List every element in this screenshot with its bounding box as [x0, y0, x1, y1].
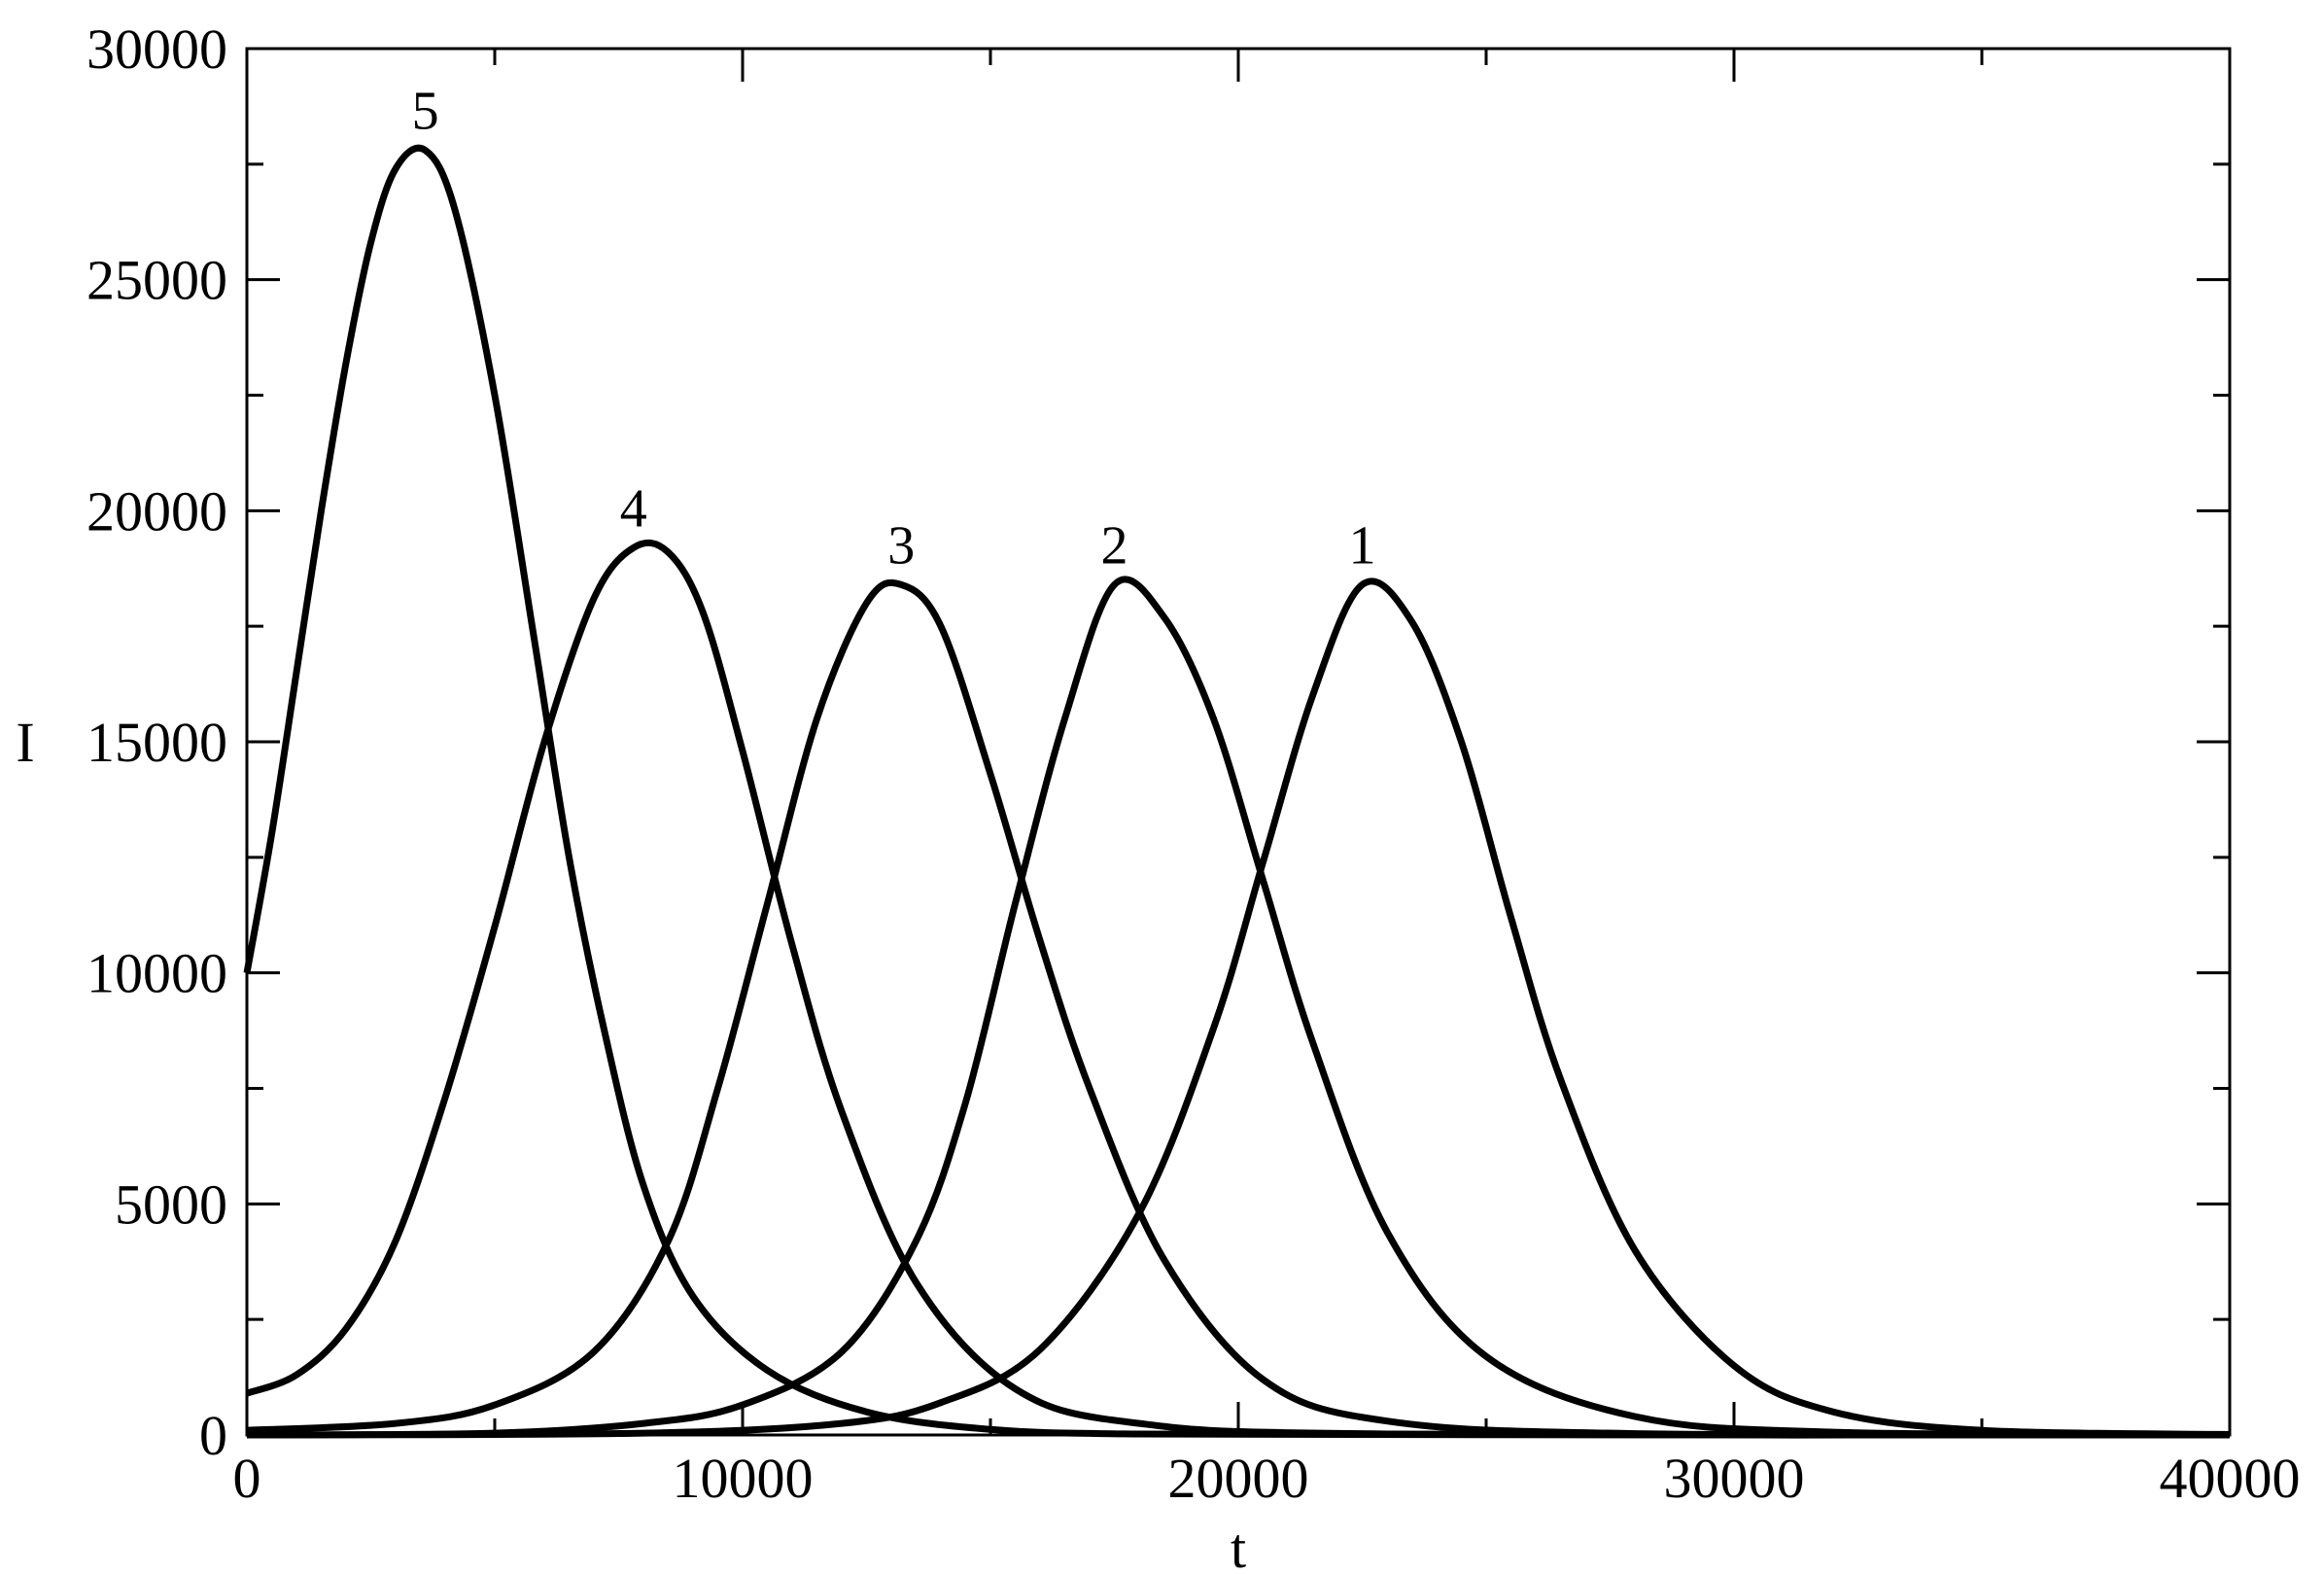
- curve-2: [246, 576, 2231, 1439]
- y-tick-label: 30000: [87, 17, 227, 81]
- x-tick-label: 10000: [673, 1447, 814, 1510]
- x-tick-label: 30000: [1664, 1447, 1805, 1510]
- axis-tick-labels: 0 10000 20000 30000 40000 0 5000 10000 15000 2000…: [87, 17, 2301, 1510]
- curve-label-4: 4: [620, 478, 647, 539]
- x-tick-label: 20000: [1168, 1447, 1309, 1510]
- curve-label-3: 3: [887, 515, 915, 576]
- x-tick-label: 0: [233, 1447, 261, 1510]
- x-axis-title: t: [1231, 1517, 1246, 1574]
- x-tick-label: 40000: [2160, 1447, 2301, 1510]
- curve-label-5: 5: [412, 82, 439, 142]
- curve-5: [243, 144, 2231, 1439]
- curve-labels: 1 2 3 4 5: [412, 82, 1376, 577]
- curve-3: [246, 578, 2231, 1439]
- y-tick-label: 15000: [87, 711, 227, 774]
- y-tick-label: 5000: [115, 1172, 227, 1236]
- curve-label-1: 1: [1349, 515, 1376, 576]
- y-tick-label: 0: [199, 1404, 227, 1467]
- y-tick-label: 25000: [87, 249, 227, 312]
- y-tick-label: 20000: [87, 479, 227, 542]
- y-axis-title: I: [16, 711, 34, 774]
- curve-label-2: 2: [1101, 515, 1128, 576]
- data-curves: [243, 144, 2231, 1439]
- y-tick-label: 10000: [87, 942, 227, 1005]
- curve-4: [245, 539, 2231, 1439]
